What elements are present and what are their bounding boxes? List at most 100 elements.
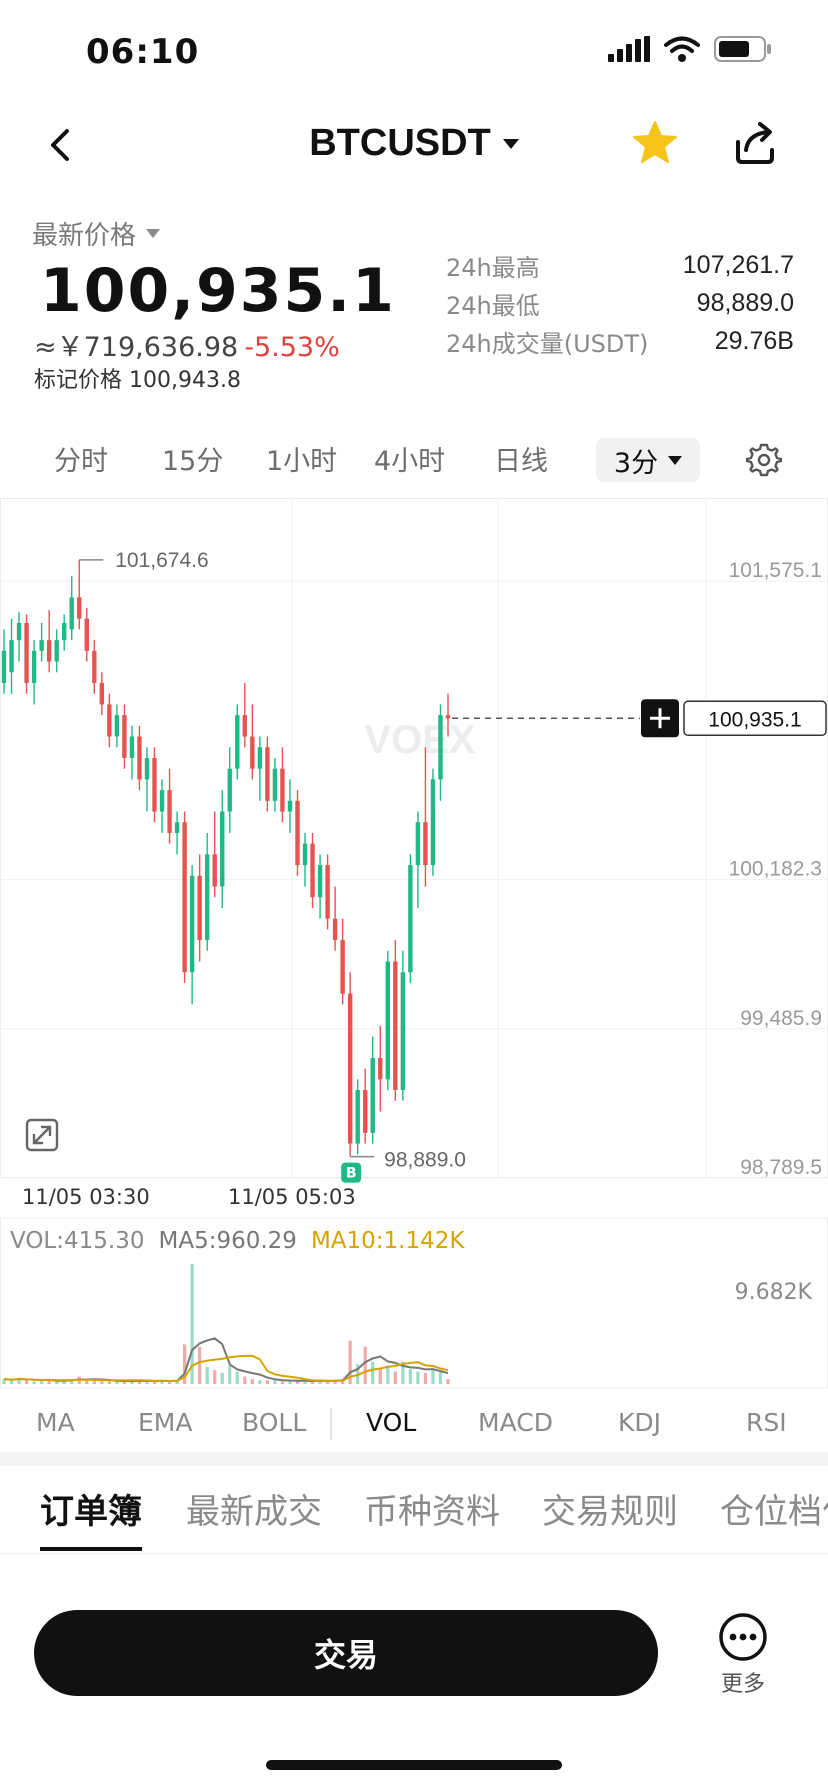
- candle-body: [242, 715, 248, 737]
- tab-timeframe-1h[interactable]: 1小时: [266, 446, 338, 477]
- candle-body: [280, 768, 285, 812]
- volume-bar: [47, 1380, 51, 1384]
- tab-indicator-rsi[interactable]: RSI: [746, 1408, 787, 1437]
- candle-body: [295, 800, 300, 866]
- volume-bar: [250, 1379, 254, 1384]
- volume-bar: [183, 1344, 187, 1384]
- tabs-divider: [0, 1553, 828, 1554]
- volume-bar: [167, 1381, 172, 1384]
- volume-bar: [325, 1381, 330, 1384]
- candle-body: [250, 736, 255, 769]
- y-tick-label: 100,182.3: [729, 858, 822, 881]
- trade-badge-label: B: [346, 1166, 357, 1182]
- crosshair-plus-button[interactable]: [641, 699, 679, 738]
- trade-button[interactable]: 交易: [34, 1610, 658, 1696]
- volume-bar: [205, 1366, 209, 1384]
- volume-bar: [122, 1381, 127, 1384]
- volume-bar: [423, 1372, 428, 1384]
- stat-label: 24h最低: [446, 291, 540, 320]
- candle-body: [445, 715, 451, 719]
- timeframe-dropdown[interactable]: 3分: [596, 438, 700, 482]
- watermark: VOEX: [364, 718, 475, 762]
- volume-bar: [431, 1370, 435, 1384]
- favorite-button[interactable]: [632, 120, 678, 168]
- latest-price-selector[interactable]: 最新价格: [32, 215, 161, 252]
- volume-bar: [107, 1381, 111, 1384]
- symbol-selector[interactable]: BTCUSDT: [0, 122, 828, 165]
- volume-bar: [273, 1380, 277, 1384]
- volume-bar: [220, 1372, 224, 1384]
- volume-bar: [265, 1380, 269, 1384]
- candle-body: [220, 811, 225, 887]
- candle-body: [227, 768, 232, 812]
- tab-order-book[interactable]: 订单簿: [40, 1492, 142, 1532]
- chevron-left-icon: [51, 129, 69, 161]
- volume-bar: [288, 1380, 292, 1384]
- tab-timeframe-1d[interactable]: 日线: [494, 446, 548, 477]
- status-time: 06:10: [86, 32, 200, 72]
- tab-latest-trades[interactable]: 最新成交: [186, 1492, 322, 1532]
- tab-timeframe-15m[interactable]: 15分: [162, 446, 224, 477]
- volume-bar: [190, 1264, 194, 1384]
- volume-bar: [401, 1361, 405, 1384]
- candle-body: [197, 875, 202, 941]
- price-chart[interactable]: VOEX 101,575.1100,182.399,485.998,789.5 …: [0, 498, 828, 1398]
- volume-bar: [318, 1380, 322, 1384]
- candle-body: [355, 1090, 360, 1144]
- candle-body: [182, 822, 187, 973]
- cny-price: ≈￥719,636.98: [34, 332, 239, 363]
- trade-badge: [341, 1162, 362, 1183]
- tab-indicator-kdj[interactable]: KDJ: [618, 1408, 662, 1437]
- volume-bar: [393, 1371, 397, 1384]
- candle-body: [92, 650, 97, 683]
- volume-bar: [295, 1381, 300, 1384]
- more-button[interactable]: 更多: [712, 1612, 774, 1698]
- ma10-value: MA10:1.142K: [310, 1228, 465, 1254]
- tab-indicator-ma[interactable]: MA: [36, 1408, 75, 1437]
- tab-indicator-macd[interactable]: MACD: [478, 1408, 553, 1437]
- candle-body: [99, 682, 105, 705]
- candle-body: [212, 854, 217, 887]
- volume-bar: [408, 1369, 412, 1384]
- volume-legend: VOL:415.30 MA5:960.29 MA10:1.142K: [10, 1228, 464, 1254]
- share-button[interactable]: [732, 120, 778, 170]
- candle-body: [317, 865, 323, 898]
- plus-icon: [650, 708, 670, 729]
- tab-indicator-ema[interactable]: EMA: [138, 1408, 193, 1437]
- volume-bar: [378, 1369, 382, 1384]
- candle-body: [430, 779, 436, 866]
- current-price-box: [683, 700, 827, 737]
- status-icons: [608, 36, 772, 62]
- expand-icon[interactable]: [25, 1118, 59, 1152]
- caret-down-icon: [668, 455, 683, 465]
- candle-body: [69, 597, 74, 630]
- volume-bar: [333, 1380, 337, 1384]
- caret-down-icon: [146, 229, 161, 238]
- candle-body: [423, 822, 428, 866]
- wifi-icon: [664, 36, 700, 62]
- home-indicator: [266, 1760, 562, 1770]
- expand-icon-frame: [25, 1118, 59, 1152]
- page-title: BTCUSDT: [309, 122, 491, 164]
- candle-body: [204, 854, 210, 941]
- candle-body: [1, 650, 7, 683]
- volume-bar: [371, 1361, 375, 1384]
- tab-position-tiers[interactable]: 仓位档位: [720, 1492, 828, 1532]
- tab-timeframe-line[interactable]: 分时: [54, 446, 108, 477]
- date-tick: 11/05 05:03: [228, 1185, 356, 1209]
- volume-max-label: 9.682K: [734, 1280, 812, 1305]
- tab-indicator-vol[interactable]: VOL: [366, 1408, 417, 1437]
- back-button[interactable]: [40, 120, 80, 170]
- active-tab-underline: [40, 1547, 142, 1551]
- volume-bar: [416, 1371, 420, 1384]
- tab-coin-info[interactable]: 币种资料: [364, 1492, 500, 1532]
- chart-settings-button[interactable]: [745, 442, 783, 482]
- tab-indicator-boll[interactable]: BOLL: [242, 1408, 307, 1437]
- volume-bar: [152, 1381, 157, 1384]
- tab-timeframe-4h[interactable]: 4小时: [374, 446, 446, 477]
- tab-trading-rules[interactable]: 交易规则: [542, 1492, 678, 1532]
- candle-body: [438, 715, 443, 780]
- volume-bar: [348, 1340, 352, 1384]
- candle-body: [46, 640, 52, 662]
- candle-body: [39, 640, 44, 651]
